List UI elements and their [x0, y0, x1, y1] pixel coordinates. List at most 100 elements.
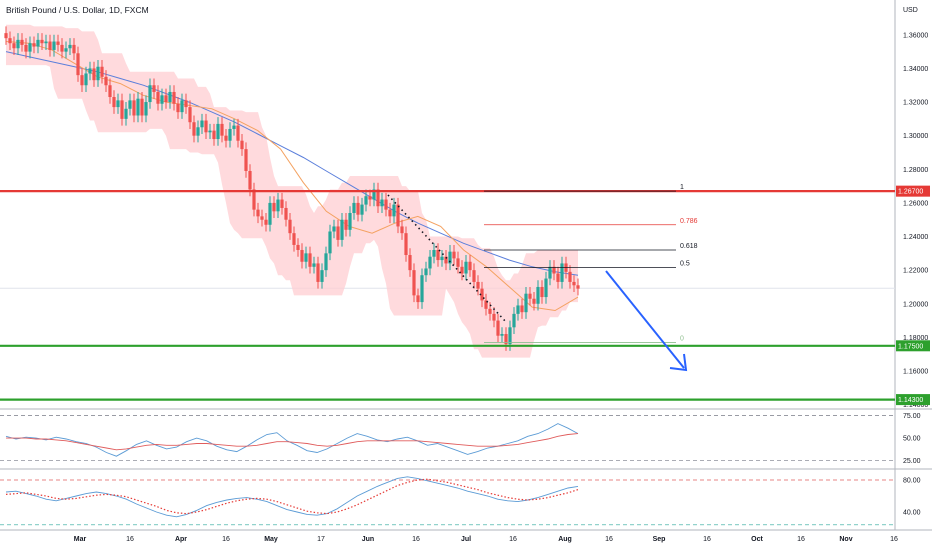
fibonacci-level-label: 0 — [680, 335, 684, 342]
candle-body — [348, 213, 352, 230]
candle-body — [244, 149, 248, 171]
candle-body — [436, 249, 440, 261]
candle-body — [272, 202, 276, 212]
candle-body — [220, 123, 224, 136]
candle-body — [208, 130, 212, 133]
candle-body — [384, 199, 388, 210]
candle-body — [364, 196, 368, 205]
rsi-tick-label: 75.00 — [903, 413, 921, 420]
candle-body — [376, 189, 380, 207]
time-tick-label: Nov — [839, 536, 852, 543]
candle-body — [256, 209, 260, 217]
candle-body — [404, 233, 408, 256]
candle-body — [12, 43, 16, 49]
candle-body — [148, 85, 152, 103]
time-tick-label: Jun — [362, 536, 374, 543]
candle-body — [228, 128, 232, 141]
price-tick-label: 1.22000 — [903, 268, 928, 275]
candle-body — [300, 249, 304, 262]
candle-body — [548, 266, 552, 279]
price-tick-label: 1.36000 — [903, 32, 928, 39]
candle-body — [452, 251, 456, 259]
candle-body — [336, 226, 340, 240]
candle-body — [60, 44, 64, 52]
candle-body — [248, 170, 252, 190]
time-tick-label: Mar — [74, 536, 87, 543]
time-tick-label: 16 — [126, 536, 134, 543]
candle-body — [8, 38, 12, 44]
candle-body — [104, 76, 108, 86]
candle-body — [464, 261, 468, 274]
candle-body — [420, 275, 424, 303]
time-tick-label: 16 — [890, 536, 898, 543]
candle-body — [84, 73, 88, 86]
rsi-signal-line — [6, 433, 579, 451]
price-level-tag — [896, 340, 930, 352]
price-tick-label: 1.14000 — [903, 402, 928, 409]
candle-body — [356, 202, 360, 215]
candle-body — [536, 286, 540, 304]
oscillator-tick-label: 80.00 — [903, 478, 921, 485]
candle-body — [44, 41, 48, 44]
candle-body — [552, 266, 556, 274]
candle-body — [372, 189, 376, 200]
candle-body — [140, 98, 144, 116]
price-tick-label: 1.20000 — [903, 301, 928, 308]
candle-body — [76, 53, 80, 76]
candle-body — [224, 135, 228, 141]
candle-body — [544, 278, 548, 298]
candle-body — [472, 270, 476, 282]
candle-body — [196, 127, 200, 136]
rsi-line — [5, 423, 579, 457]
candle-body — [440, 256, 444, 261]
price-level-tag — [896, 394, 930, 406]
candle-body — [444, 256, 448, 264]
oscillator-line — [5, 476, 579, 518]
candle-body — [128, 100, 132, 109]
oscillator-signal-line — [5, 478, 579, 515]
candle-body — [520, 305, 524, 313]
candle-body — [24, 44, 28, 52]
candle-body — [48, 41, 52, 50]
candle-body — [80, 75, 84, 86]
candle-body — [296, 244, 300, 250]
candle-body — [460, 266, 464, 274]
price-level-tag-label: 1.26700 — [898, 189, 923, 196]
candle-body — [40, 39, 44, 44]
price-tick-label: 1.24000 — [903, 234, 928, 241]
candle-body — [56, 41, 60, 45]
fibonacci-level-label: 0.5 — [680, 261, 690, 268]
candle-body — [236, 125, 240, 141]
candle-body — [480, 288, 484, 301]
candle-body — [20, 39, 24, 45]
price-tick-label: 1.28000 — [903, 167, 928, 174]
price-tick-label: 1.26000 — [903, 200, 928, 207]
candle-body — [136, 98, 140, 116]
candle-body — [400, 226, 404, 234]
candle-body — [396, 204, 400, 227]
candle-body — [528, 293, 532, 299]
candle-body — [360, 204, 364, 215]
candle-body — [332, 226, 336, 232]
candle-body — [156, 91, 160, 104]
candle-body — [108, 85, 112, 98]
candle-body — [204, 120, 208, 133]
candle-body — [488, 308, 492, 314]
candle-body — [232, 125, 236, 129]
candle-body — [408, 255, 412, 271]
candle-body — [260, 216, 264, 220]
candle-body — [316, 263, 320, 282]
candle-body — [124, 108, 128, 119]
candle-body — [52, 41, 56, 50]
price-level-tag — [896, 185, 930, 197]
projection-arrow-shaft — [605, 270, 685, 369]
time-tick-label: Jul — [461, 536, 471, 543]
candle-body — [508, 327, 512, 345]
candle-body — [392, 204, 396, 217]
candle-body — [492, 313, 496, 321]
candle-body — [512, 313, 516, 328]
candle-body — [288, 219, 292, 234]
candle-body — [368, 196, 372, 200]
time-tick-label: Sep — [653, 536, 666, 543]
